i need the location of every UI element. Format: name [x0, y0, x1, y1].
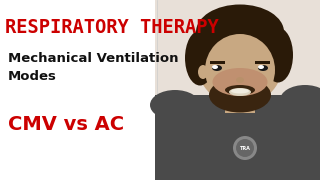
Ellipse shape [212, 65, 222, 71]
Text: TRA: TRA [240, 145, 251, 150]
Ellipse shape [263, 28, 293, 82]
Ellipse shape [229, 88, 251, 96]
Bar [155, 0, 320, 180]
Ellipse shape [231, 89, 249, 93]
Text: RESPIRATORY THERAPY: RESPIRATORY THERAPY [5, 18, 219, 37]
Text: CMV vs AC: CMV vs AC [8, 115, 124, 134]
Ellipse shape [197, 25, 283, 105]
Ellipse shape [225, 85, 255, 95]
Ellipse shape [280, 85, 320, 115]
Circle shape [233, 136, 257, 160]
Bar [210, 61, 225, 64]
Ellipse shape [212, 68, 268, 96]
Ellipse shape [196, 4, 284, 60]
Ellipse shape [205, 34, 275, 106]
Ellipse shape [258, 65, 264, 69]
Ellipse shape [236, 77, 244, 83]
Text: Modes: Modes [8, 70, 57, 83]
Circle shape [236, 139, 254, 157]
Ellipse shape [212, 65, 218, 69]
Text: Mechanical Ventilation: Mechanical Ventilation [8, 52, 179, 65]
Ellipse shape [258, 65, 268, 71]
Ellipse shape [209, 78, 271, 112]
Bar [225, 88, 255, 113]
Bar [255, 61, 270, 64]
Ellipse shape [150, 90, 200, 120]
Bar [155, 95, 320, 180]
Ellipse shape [198, 65, 208, 79]
Ellipse shape [185, 30, 215, 86]
